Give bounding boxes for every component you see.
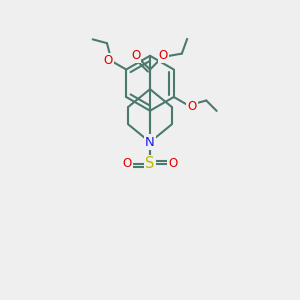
Text: O: O (103, 54, 112, 67)
Text: O: O (159, 49, 168, 62)
Text: O: O (131, 49, 140, 62)
Text: S: S (145, 156, 155, 171)
Text: O: O (188, 100, 197, 113)
Text: O: O (168, 157, 177, 170)
Text: N: N (145, 136, 155, 148)
Text: O: O (123, 157, 132, 170)
